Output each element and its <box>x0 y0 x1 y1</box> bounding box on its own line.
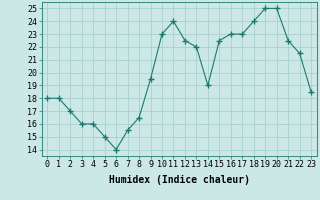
X-axis label: Humidex (Indice chaleur): Humidex (Indice chaleur) <box>109 175 250 185</box>
